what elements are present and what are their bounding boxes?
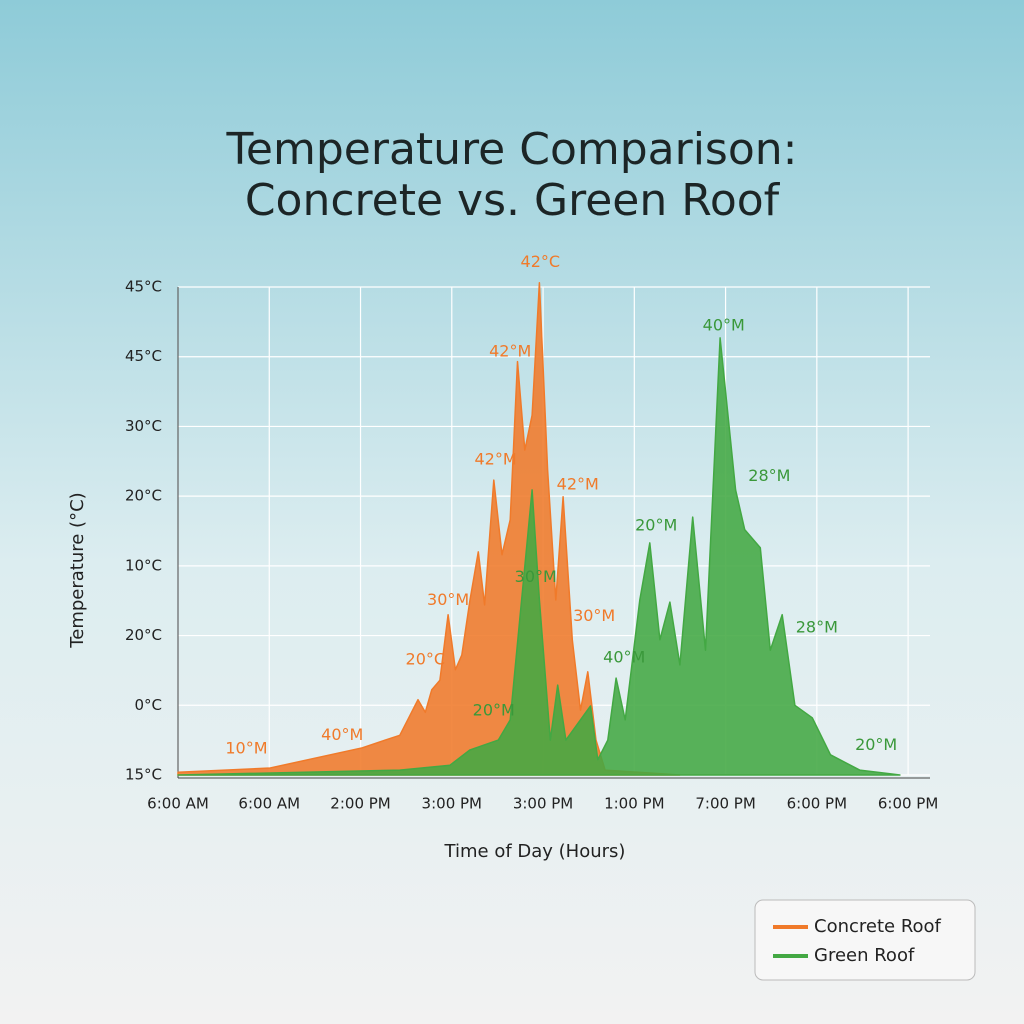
y-tick-label: 10°C xyxy=(125,556,162,574)
annotation: 42°M xyxy=(475,449,517,468)
annotation: 20°M xyxy=(635,516,677,535)
x-tick-label: 3:00 PM xyxy=(422,795,482,813)
y-tick-label: 20°C xyxy=(125,487,162,505)
annotation: 10°M xyxy=(225,739,267,758)
legend-box xyxy=(754,899,976,981)
legend-label: Green Roof xyxy=(814,945,915,966)
annotation: 42°M xyxy=(489,341,531,360)
annotation: 40°M xyxy=(321,725,363,744)
x-tick-label: 3:00 PM xyxy=(513,795,573,813)
annotation: 42°M xyxy=(557,474,599,493)
chart-title: Temperature Comparison: xyxy=(226,124,798,175)
x-axis-label: Time of Day (Hours) xyxy=(444,841,626,862)
annotation: 20°M xyxy=(473,700,515,719)
y-axis-label: Temperature (°C) xyxy=(67,492,88,648)
annotation: 20°C xyxy=(406,649,446,668)
y-tick-label: 15°C xyxy=(125,766,162,784)
legend: Concrete Roof Green Roof xyxy=(754,899,976,981)
y-tick-label: 30°C xyxy=(125,417,162,435)
y-tick-label: 0°C xyxy=(134,696,162,714)
annotation: 30°M xyxy=(515,567,557,586)
x-tick-label: 2:00 PM xyxy=(330,795,390,813)
area-series xyxy=(177,282,681,776)
y-tick-label: 45°C xyxy=(125,347,162,365)
x-tick-label: 6:00 PM xyxy=(787,795,847,813)
y-tick-label: 20°C xyxy=(125,626,162,644)
chart-title: Concrete vs. Green Roof xyxy=(245,175,781,226)
y-tick-label: 45°C xyxy=(125,278,162,296)
x-tick-label: 1:00 PM xyxy=(604,795,664,813)
annotation: 28°M xyxy=(748,466,790,485)
plot-area: 15°C 0°C 20°C 10°C 20°C 30°C 45°C 45°C 6:00 AM 6:… xyxy=(125,252,938,812)
area-series xyxy=(177,337,901,776)
annotation: 42°C xyxy=(521,252,561,271)
annotation: 30°M xyxy=(573,606,615,625)
annotation: 20°M xyxy=(855,735,897,754)
x-tick-label: 6:00 AM xyxy=(147,795,209,813)
annotation: 28°M xyxy=(796,617,838,636)
annotation: 40°M xyxy=(603,647,645,666)
x-tick-label: 6:00 PM xyxy=(878,795,938,813)
x-tick-label: 6:00 AM xyxy=(238,795,300,813)
annotation: 40°M xyxy=(703,316,745,335)
x-tick-label: 7:00 PM xyxy=(695,795,755,813)
annotation: 30°M xyxy=(427,590,469,609)
legend-label: Concrete Roof xyxy=(814,916,942,937)
